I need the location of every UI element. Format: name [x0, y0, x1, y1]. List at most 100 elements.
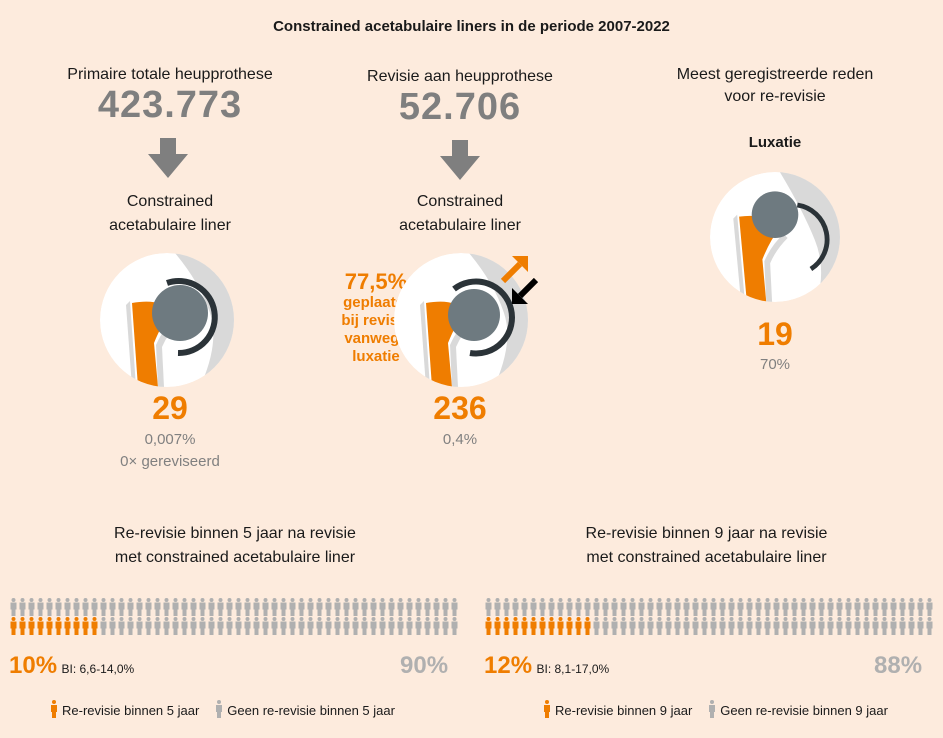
person-grey-icon — [379, 598, 386, 616]
person-grey-icon — [881, 617, 888, 635]
primary-liner-count: 29 — [152, 390, 188, 426]
primary-total: 423.773 — [97, 84, 243, 126]
person-grey-icon — [647, 598, 654, 616]
person-grey-icon — [10, 598, 17, 616]
legend-9yr: Re-revisie binnen 9 jaar Geen re-revisie… — [543, 700, 898, 718]
revision-heading: Revisie aan heupprothese — [367, 68, 553, 85]
person-grey-icon — [298, 598, 305, 616]
person-grey-icon — [163, 617, 170, 635]
legend-5yr: Re-revisie binnen 5 jaar Geen re-revisie… — [50, 700, 405, 718]
person-grey-icon — [566, 598, 573, 616]
person-grey-icon — [199, 617, 206, 635]
person-grey-icon — [172, 617, 179, 635]
person-grey-icon — [791, 617, 798, 635]
person-grey-icon — [728, 598, 735, 616]
person-grey-icon — [244, 598, 251, 616]
hip-dislocation-icon — [710, 172, 840, 302]
legend-item-no: Geen re-revisie binnen 5 jaar — [215, 700, 395, 718]
person-grey-icon — [217, 617, 224, 635]
person-grey-icon — [442, 617, 449, 635]
person-orange-icon — [91, 617, 98, 635]
person-grey-icon — [683, 617, 690, 635]
person-grey-icon — [262, 598, 269, 616]
person-grey-icon — [899, 617, 906, 635]
person-grey-icon — [271, 617, 278, 635]
person-grey-icon — [82, 598, 89, 616]
person-grey-icon — [181, 598, 188, 616]
person-grey-icon — [548, 598, 555, 616]
person-grey-icon — [917, 617, 924, 635]
person-grey-icon — [307, 617, 314, 635]
person-grey-icon — [64, 598, 71, 616]
person-grey-icon — [656, 598, 663, 616]
person-grey-icon — [701, 617, 708, 635]
reason-count: 19 — [757, 316, 793, 352]
luxation-annotation: 77,5% geplaatst bij revisie vanwege luxa… — [341, 269, 411, 366]
person-grey-icon — [361, 598, 368, 616]
person-grey-icon — [890, 598, 897, 616]
person-grey-icon — [683, 598, 690, 616]
person-grey-icon — [307, 598, 314, 616]
person-grey-icon — [602, 617, 609, 635]
person-grey-icon — [917, 598, 924, 616]
person-grey-icon — [91, 598, 98, 616]
person-grey-icon — [145, 598, 152, 616]
person-grey-icon — [271, 598, 278, 616]
person-orange-icon — [566, 617, 573, 635]
person-grey-icon — [782, 598, 789, 616]
page-title: Constrained acetabulaire liners in de pe… — [273, 18, 670, 35]
primary-liner-heading: Constrained acetabulaire liner — [109, 193, 231, 234]
person-grey-icon — [557, 598, 564, 616]
primary-liner-note: 0× gereviseerd — [120, 453, 220, 470]
person-grey-icon — [406, 617, 413, 635]
person-grey-icon — [620, 617, 627, 635]
person-grey-icon — [512, 598, 519, 616]
person-grey-icon — [863, 598, 870, 616]
reason-percent: 70% — [759, 356, 791, 373]
reason-heading: Meest geregistreerde reden voor re-revis… — [676, 66, 874, 105]
person-grey-icon — [737, 617, 744, 635]
person-grey-icon — [764, 598, 771, 616]
section-9yr-title: Re-revisie binnen 9 jaar na revisie met … — [585, 525, 828, 566]
person-grey-icon — [638, 598, 645, 616]
person-orange-icon — [539, 617, 546, 635]
person-grey-icon — [809, 598, 816, 616]
legend-item-no: Geen re-revisie binnen 9 jaar — [708, 700, 888, 718]
person-grey-icon — [710, 617, 717, 635]
person-grey-icon — [190, 598, 197, 616]
person-grey-icon — [433, 617, 440, 635]
person-grey-icon — [854, 598, 861, 616]
person-grey-icon — [764, 617, 771, 635]
stat-row-5yr: 10% BI: 6,6-14,0% — [9, 652, 134, 680]
person-grey-icon — [863, 617, 870, 635]
person-orange-icon — [584, 617, 591, 635]
person-grey-icon — [235, 598, 242, 616]
person-orange-icon — [46, 617, 53, 635]
person-grey-icon — [424, 598, 431, 616]
person-grey-icon — [494, 598, 501, 616]
person-grey-icon — [280, 598, 287, 616]
person-grey-icon — [28, 598, 35, 616]
person-grey-icon — [424, 617, 431, 635]
person-grey-icon — [647, 617, 654, 635]
no-rerevision-percent: 90% — [400, 652, 449, 679]
person-grey-icon — [755, 617, 762, 635]
person-grey-icon — [503, 598, 510, 616]
person-grey-icon — [611, 617, 618, 635]
person-grey-icon — [370, 598, 377, 616]
person-grey-icon — [881, 598, 888, 616]
person-grey-icon — [226, 617, 233, 635]
person-grey-icon — [872, 617, 879, 635]
person-orange-icon — [37, 617, 44, 635]
down-arrow-icon — [440, 140, 480, 180]
legend-item-yes: Re-revisie binnen 9 jaar — [543, 700, 692, 718]
person-grey-icon — [638, 617, 645, 635]
primary-heading: Primaire totale heupprothese — [67, 66, 273, 83]
person-grey-icon — [737, 598, 744, 616]
person-grey-icon — [73, 598, 80, 616]
confidence-interval: BI: 8,1-17,0% — [536, 662, 610, 676]
person-grey-icon — [854, 617, 861, 635]
person-grey-icon — [217, 598, 224, 616]
person-grey-icon — [289, 598, 296, 616]
person-grey-icon — [602, 598, 609, 616]
